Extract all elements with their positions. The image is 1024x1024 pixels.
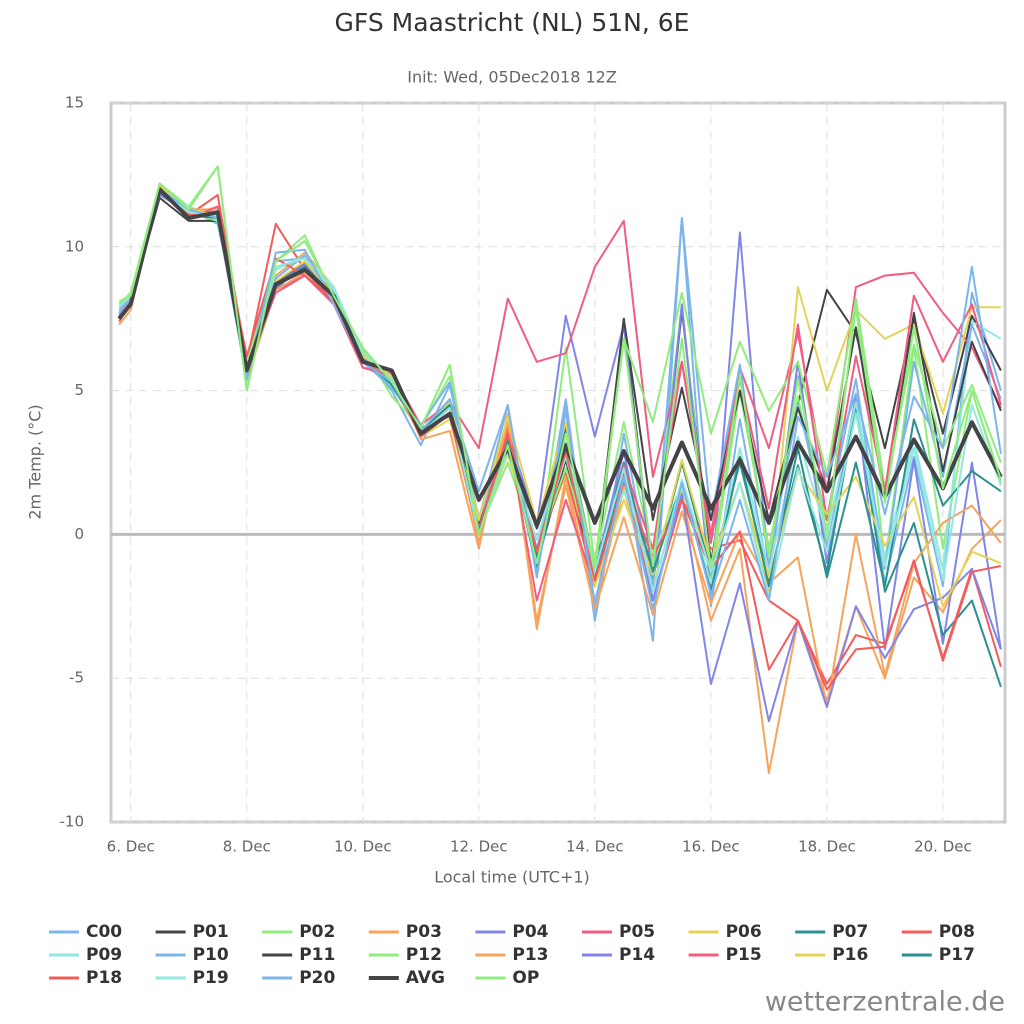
x-tick-label: 14. Dec — [566, 838, 624, 856]
x-tick-label: 20. Dec — [914, 838, 972, 856]
legend-label: P12 — [406, 945, 442, 965]
y-tick-label: 15 — [65, 94, 84, 112]
legend-label: P18 — [86, 968, 122, 988]
y-tick-label: -10 — [60, 813, 85, 831]
legend-label: P08 — [939, 922, 975, 942]
series-line — [117, 187, 1003, 528]
x-tick-label: 16. Dec — [682, 838, 740, 856]
x-tick-label: 10. Dec — [334, 838, 392, 856]
y-tick-label: 10 — [65, 237, 84, 255]
y-tick-label: 5 — [74, 381, 84, 399]
legend-label: P17 — [939, 945, 975, 965]
x-tick-label: 8. Dec — [223, 838, 271, 856]
legend-label: P15 — [726, 945, 762, 965]
legend-label: P11 — [299, 945, 335, 965]
plot-frame — [109, 101, 1007, 824]
legend-label: P10 — [193, 945, 229, 965]
legend-label: OP — [512, 968, 539, 988]
chart-title: GFS Maastricht (NL) 51N, 6E — [335, 8, 690, 37]
series-line — [118, 165, 1002, 570]
y-axis-title: 2m Temp. (°C) — [26, 404, 45, 519]
legend-label: P06 — [726, 922, 762, 942]
x-tick-label: 18. Dec — [798, 838, 856, 856]
x-axis-title: Local time (UTC+1) — [434, 868, 590, 887]
legend-label: P01 — [193, 922, 229, 942]
legend-label: P03 — [406, 922, 442, 942]
legend-label: AVG — [406, 968, 445, 988]
y-tick-label: 0 — [74, 525, 84, 543]
legend-label: P07 — [832, 922, 868, 942]
legend-label: P19 — [193, 968, 229, 988]
y-tick-label: -5 — [69, 669, 84, 687]
source: wetterzentrale.de — [765, 987, 1005, 1018]
legend-label: P09 — [86, 945, 122, 965]
legend-label: P02 — [299, 922, 335, 942]
legend-label: C00 — [86, 922, 122, 942]
x-tick-label: 12. Dec — [450, 838, 508, 856]
legend-label: P13 — [512, 945, 548, 965]
legend-label: P16 — [832, 945, 868, 965]
x-tick-label: 6. Dec — [107, 838, 155, 856]
legend-label: P05 — [619, 922, 655, 942]
legend-label: P04 — [512, 922, 548, 942]
chart-subtitle: Init: Wed, 05Dec2018 12Z — [407, 68, 617, 87]
legend-label: P20 — [299, 968, 335, 988]
legend-label: P14 — [619, 945, 655, 965]
